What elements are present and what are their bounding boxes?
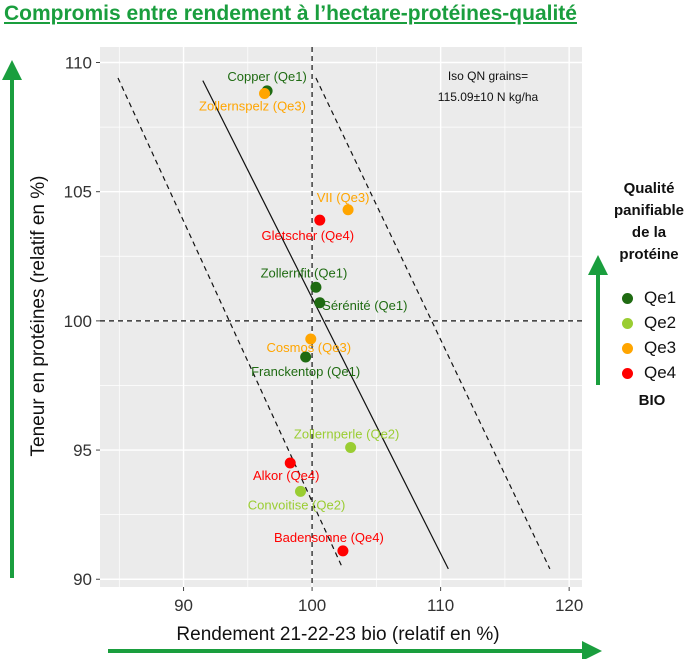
data-points [259,85,357,557]
legend-item-qe4: Qe4 [622,362,676,384]
point-label: Sérénité (Qe1) [322,298,407,313]
point-label: Zollernfit (Qe1) [261,265,348,280]
legend-item-label: Qe4 [644,363,677,382]
annotation-line-1: Iso QN grains= [448,69,528,83]
data-point [305,333,317,345]
legend-dot-icon [622,292,633,304]
data-point [342,204,354,216]
data-point [314,214,326,226]
point-label: Badensonne (Qe4) [274,530,384,545]
point-label: Alkor (Qe4) [253,468,319,483]
data-point [345,441,357,453]
iso-line-dashed [315,77,551,570]
plot-background [100,47,582,587]
legend-bio-label: BIO [638,392,666,409]
axis-ticks: 90 100 110 120 90 95 100 105 110 [64,54,584,615]
iso-line-solid [202,80,449,570]
legend-title-line: panifiable [613,202,684,219]
legend-item-qe3: Qe3 [622,337,676,359]
point-label: Zollernspelz (Qe3) [199,99,306,114]
legend-item-label: Qe2 [644,313,677,332]
data-point [300,351,312,363]
legend-item-qe1: Qe1 [622,287,676,309]
data-point [310,281,322,293]
legend-item-qe2: Qe2 [622,312,676,334]
y-tick-label: 90 [73,570,92,589]
legend-title-line: Qualité [623,180,675,197]
y-tick-label: 110 [65,54,92,73]
y-tick-label: 100 [64,312,92,331]
annotation-line-2: 115.09±10 N kg/ha [438,90,539,104]
x-tick-label: 100 [298,596,326,615]
legend-title-line: protéine [619,246,679,263]
point-label: Cosmos (Qe3) [267,340,352,355]
legend-item-label: Qe1 [644,288,677,307]
legend-item-label: Qe3 [644,338,677,357]
iso-lines [117,77,551,570]
chart-title: Compromis entre rendement à l’hectare-pr… [4,2,577,25]
data-point [259,88,271,100]
point-labels: Copper (Qe1) Zollernspelz (Qe3) VII (Qe3) G… [199,69,407,545]
legend-dot-icon [622,342,633,354]
data-point [284,457,296,469]
reference-lines [100,47,582,587]
y-axis-label: Teneur en protéines (relatif en %) [28,176,49,457]
legend-title-line: de la [631,224,667,241]
point-label: Copper (Qe1) [227,69,306,84]
point-label: Franckentop (Qe1) [251,364,360,379]
point-label: Gletscher (Qe4) [262,228,354,243]
data-point [314,297,326,309]
legend-dot-icon [622,367,633,379]
point-label: VII (Qe3) [317,190,370,205]
point-label: Zollernperle (Qe2) [294,426,400,441]
data-point [295,485,307,497]
point-label: Convoitise (Qe2) [248,497,346,512]
data-point [337,545,349,557]
y-tick-label: 95 [73,441,92,460]
x-tick-label: 120 [555,596,583,615]
x-tick-label: 90 [174,596,193,615]
y-tick-label: 105 [64,183,92,202]
legend-title: Qualité panifiable de la protéine [600,178,698,266]
x-axis-label: Rendement 21-22-23 bio (relatif en %) [176,624,499,645]
legend-dot-icon [622,317,633,329]
x-tick-label: 110 [427,596,454,615]
